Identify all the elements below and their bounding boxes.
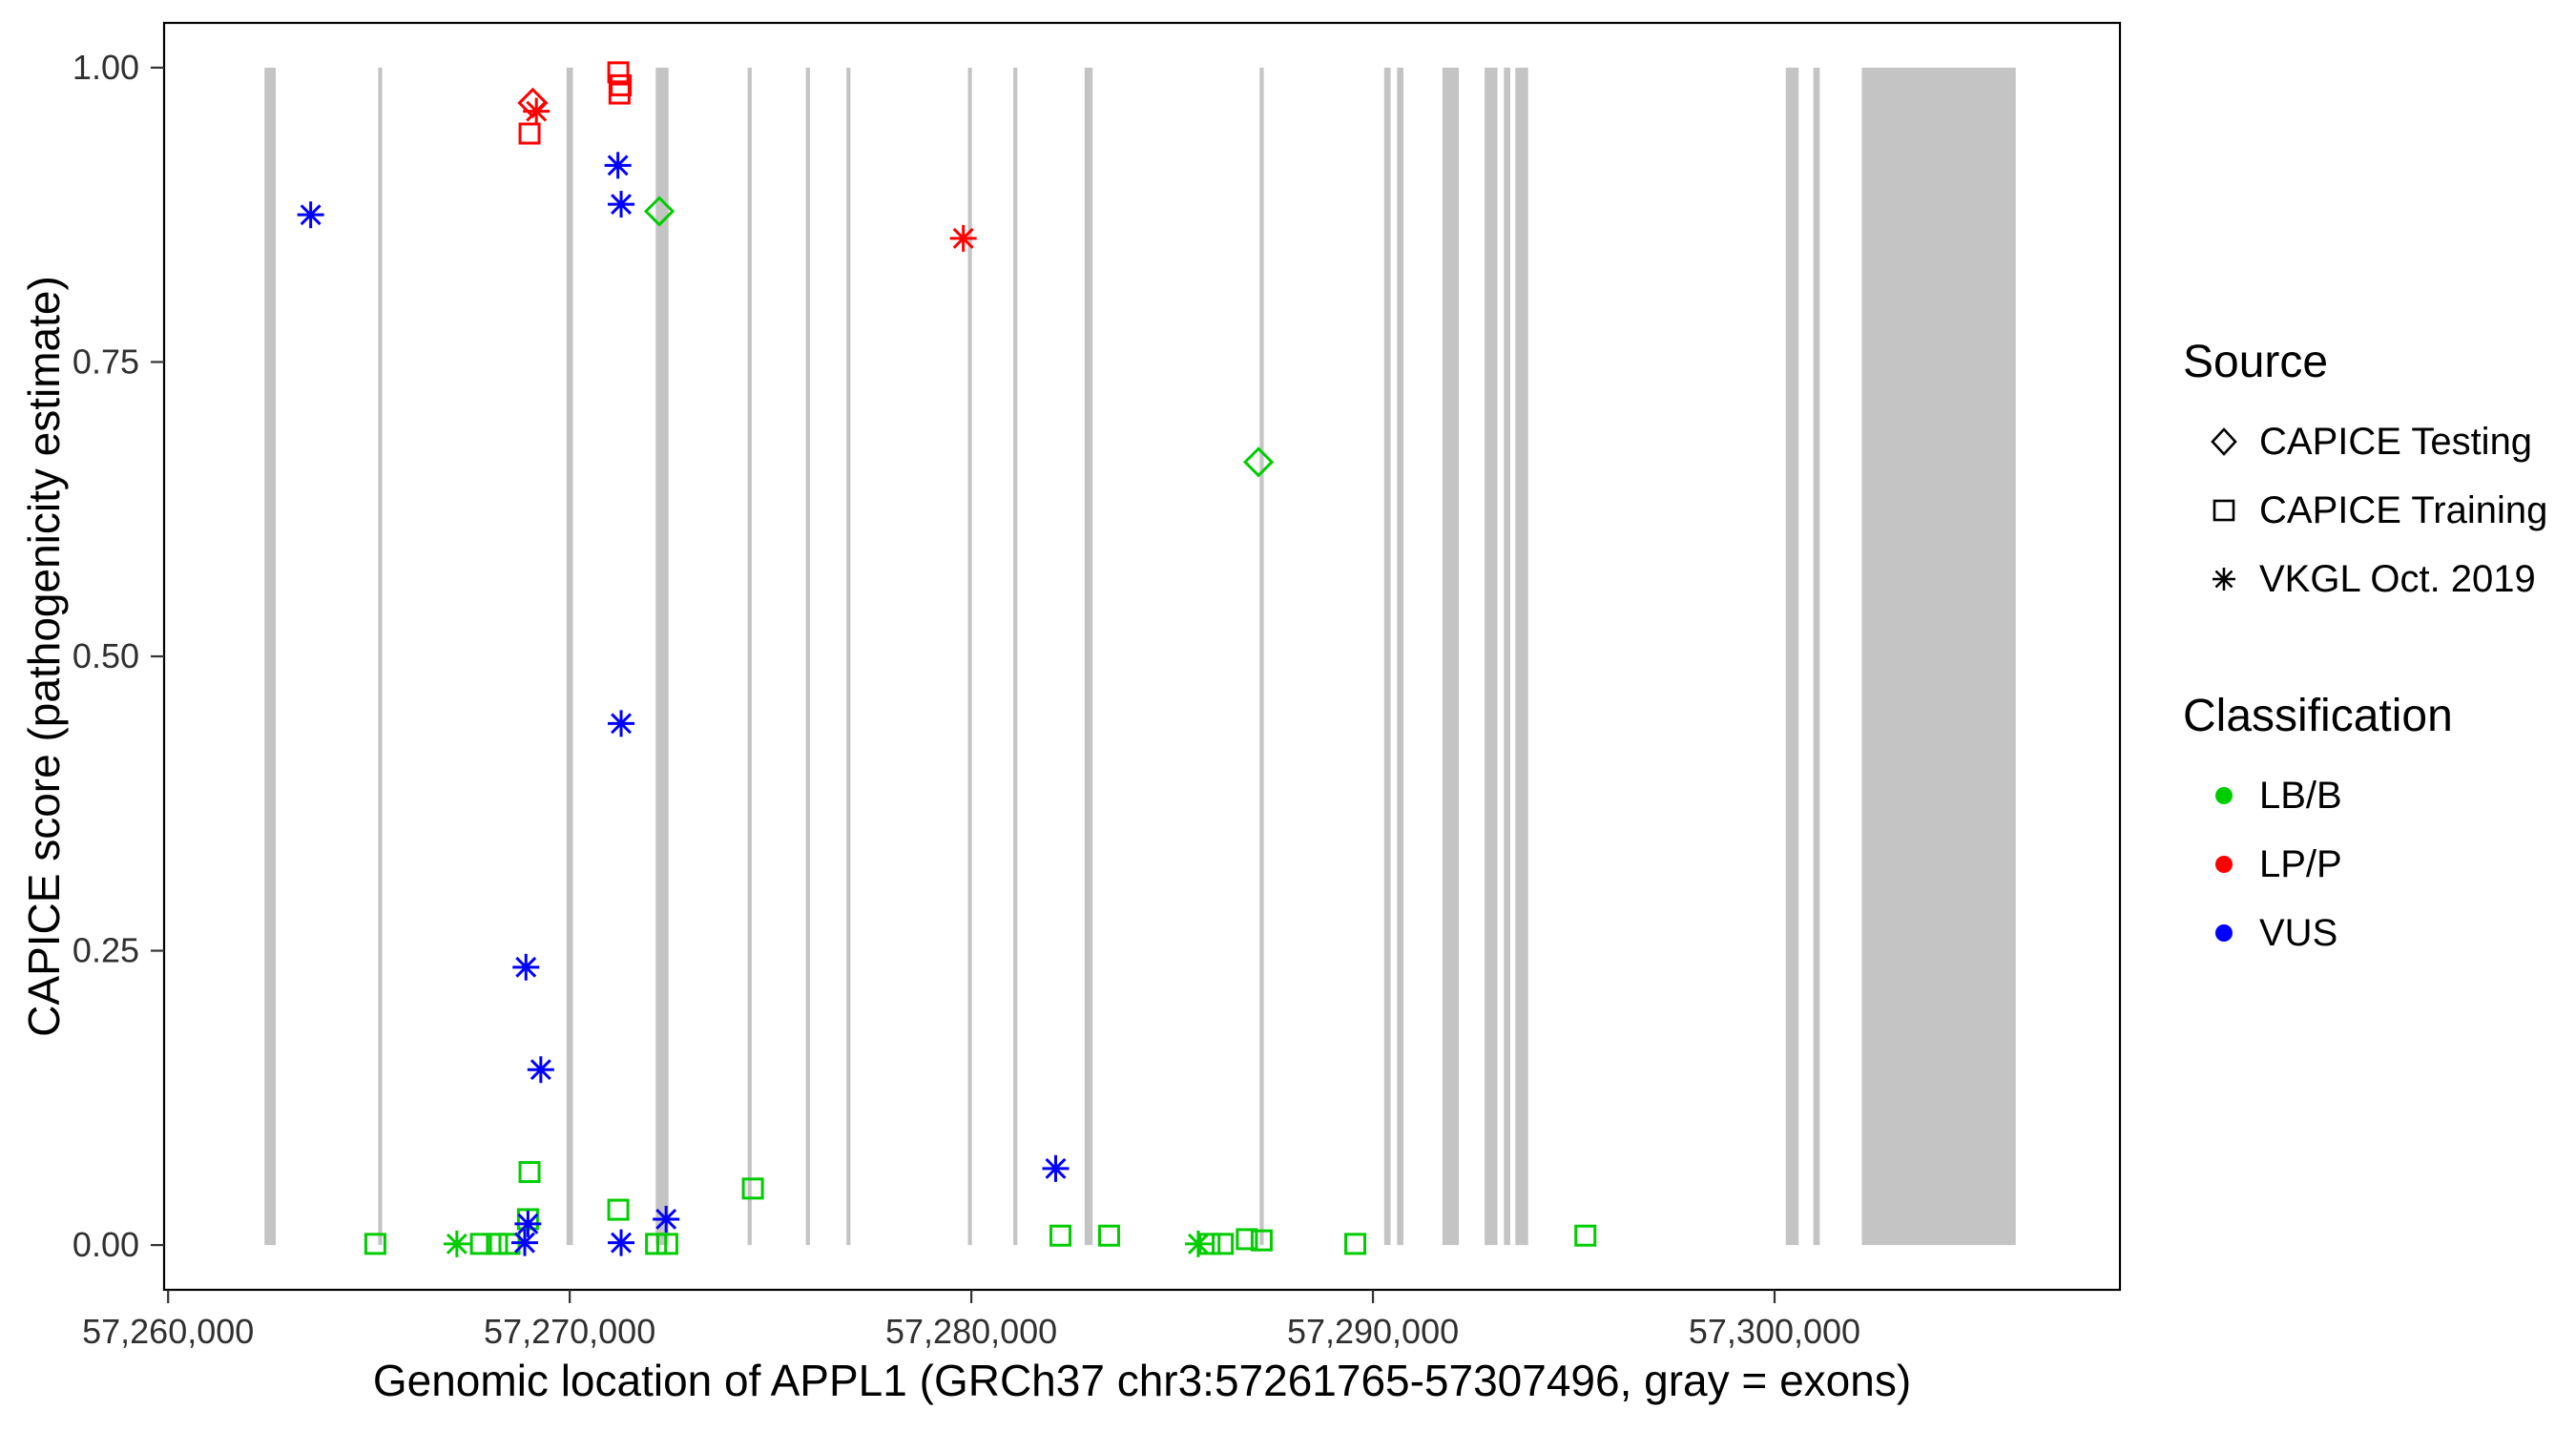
data-point xyxy=(518,1161,541,1184)
x-tick-label: 57,300,000 xyxy=(1689,1312,1860,1351)
data-point xyxy=(1198,1233,1221,1255)
diamond-icon xyxy=(2202,420,2246,464)
data-point xyxy=(514,1210,542,1237)
x-tick-label: 57,290,000 xyxy=(1287,1312,1459,1351)
plot-panel xyxy=(164,23,2120,1290)
asterisk-icon xyxy=(2202,557,2246,601)
legend-item-label: CAPICE Training xyxy=(2259,488,2548,531)
data-point xyxy=(1344,1233,1367,1255)
data-point xyxy=(741,1177,764,1200)
exon-bar xyxy=(1515,67,1528,1246)
data-point xyxy=(608,82,631,105)
data-point xyxy=(1049,1224,1072,1247)
data-point xyxy=(655,1233,678,1255)
y-tick-label: 0.50 xyxy=(73,636,139,675)
data-point xyxy=(469,1233,492,1255)
data-point xyxy=(443,1230,470,1257)
legend-gap xyxy=(2183,613,2565,690)
data-point xyxy=(364,1233,386,1255)
exon-bar xyxy=(566,67,573,1246)
exon-bar xyxy=(1504,67,1511,1246)
legend-item-label: LP/P xyxy=(2259,842,2342,885)
data-point xyxy=(512,953,540,981)
y-tick-label: 0.00 xyxy=(73,1225,139,1264)
legend-item-capice-testing: CAPICE Testing xyxy=(2183,407,2565,476)
data-point xyxy=(527,1056,554,1084)
exon-bar xyxy=(747,67,752,1246)
legend-item-capice-training: CAPICE Training xyxy=(2183,476,2565,545)
data-point xyxy=(645,1233,668,1255)
exon-bar xyxy=(1383,67,1391,1246)
x-axis-title: Genomic location of APPL1 (GRCh37 chr3:5… xyxy=(372,1356,1912,1405)
red-dot-icon xyxy=(2202,842,2246,886)
legend-item-label: LB/B xyxy=(2259,774,2342,817)
y-tick-label: 1.00 xyxy=(73,48,139,87)
data-point xyxy=(1236,1228,1258,1251)
data-point xyxy=(643,196,675,227)
data-point xyxy=(1184,1230,1212,1257)
legend-item-lpp: LP/P xyxy=(2183,830,2565,899)
exon-bar xyxy=(1259,67,1264,1246)
exon-bar xyxy=(967,67,972,1246)
y-tick-label: 0.75 xyxy=(73,342,139,381)
x-tick-label: 57,260,000 xyxy=(82,1312,254,1351)
exon-bar xyxy=(655,67,669,1246)
data-point xyxy=(518,122,541,145)
exon-bar xyxy=(378,67,383,1246)
legend: Source CAPICE Testing CAPICE Training xyxy=(2183,336,2565,967)
y-tick-label: 0.25 xyxy=(73,931,139,970)
data-point xyxy=(608,1229,635,1256)
legend-source-title: Source xyxy=(2183,337,2329,387)
green-dot-icon xyxy=(2202,774,2246,818)
exon-bar xyxy=(1785,67,1799,1246)
data-point xyxy=(486,1233,509,1255)
data-point xyxy=(1097,1224,1120,1247)
legend-item-label: CAPICE Testing xyxy=(2259,420,2533,463)
legend-item-vus: VUS xyxy=(2183,899,2565,967)
exon-bar xyxy=(846,67,851,1246)
legend-item-lbb: LB/B xyxy=(2183,761,2565,830)
exon-bar xyxy=(1442,67,1460,1246)
data-point xyxy=(949,224,977,252)
data-point xyxy=(511,1229,539,1256)
legend-item-label: VUS xyxy=(2259,911,2338,954)
exon-bar xyxy=(1813,67,1820,1246)
data-point xyxy=(653,1205,680,1233)
data-point xyxy=(1250,1229,1273,1252)
legend-classification-title: Classification xyxy=(2183,691,2453,741)
data-point xyxy=(607,61,630,84)
exon-bar xyxy=(1397,67,1404,1246)
data-point xyxy=(608,710,635,737)
blue-dot-icon xyxy=(2202,911,2246,955)
data-point xyxy=(1042,1154,1070,1182)
exon-bar xyxy=(1013,67,1018,1246)
data-point xyxy=(607,1198,630,1221)
data-point xyxy=(1242,446,1275,478)
data-point xyxy=(608,191,635,218)
exon-bar xyxy=(1485,67,1498,1246)
square-icon xyxy=(2202,488,2246,532)
data-point xyxy=(1574,1224,1597,1247)
legend-item-vkgl: VKGL Oct. 2019 xyxy=(2183,545,2565,613)
data-point xyxy=(604,152,632,179)
data-point xyxy=(523,97,551,125)
exon-bar xyxy=(805,67,810,1246)
data-point xyxy=(1212,1233,1235,1255)
x-tick-label: 57,270,000 xyxy=(484,1312,655,1351)
exon-bar xyxy=(1861,67,2016,1246)
exon-bar xyxy=(1084,67,1093,1246)
exon-bar xyxy=(264,67,277,1246)
legend-item-label: VKGL Oct. 2019 xyxy=(2259,557,2536,600)
data-point xyxy=(297,201,324,229)
x-tick-label: 57,280,000 xyxy=(885,1312,1057,1351)
